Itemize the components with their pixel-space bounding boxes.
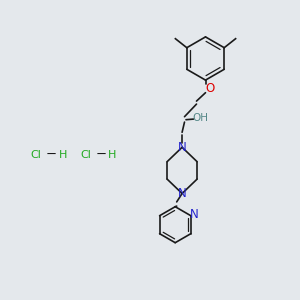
Text: N: N — [189, 208, 198, 221]
Text: OH: OH — [192, 113, 208, 123]
Text: N: N — [178, 187, 187, 200]
Text: H: H — [108, 149, 117, 160]
Text: O: O — [206, 82, 215, 95]
Text: N: N — [178, 141, 187, 154]
Text: Cl: Cl — [31, 149, 41, 160]
Text: −: − — [46, 148, 57, 161]
Text: −: − — [95, 148, 107, 161]
Text: Cl: Cl — [80, 149, 91, 160]
Text: H: H — [59, 149, 67, 160]
